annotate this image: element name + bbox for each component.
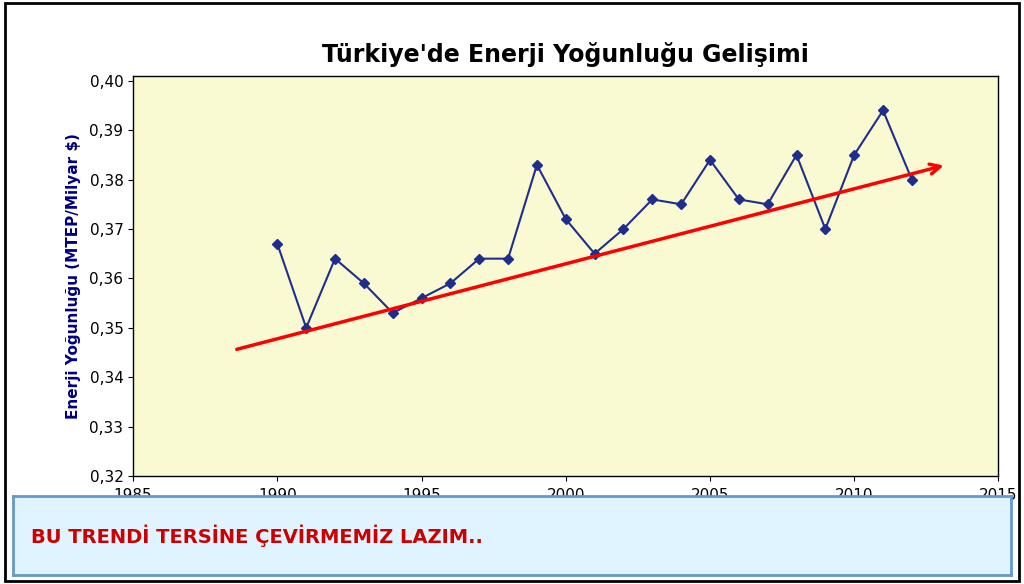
Y-axis label: Enerji Yoğunluğu (MTEP/Milyar $): Enerji Yoğunluğu (MTEP/Milyar $)	[67, 133, 81, 419]
Text: BU TRENDİ TERSİNE ÇEVİRMEMİZ LAZIM..: BU TRENDİ TERSİNE ÇEVİRMEMİZ LAZIM..	[32, 524, 483, 547]
Title: Türkiye'de Enerji Yoğunluğu Gelişimi: Türkiye'de Enerji Yoğunluğu Gelişimi	[323, 42, 809, 67]
